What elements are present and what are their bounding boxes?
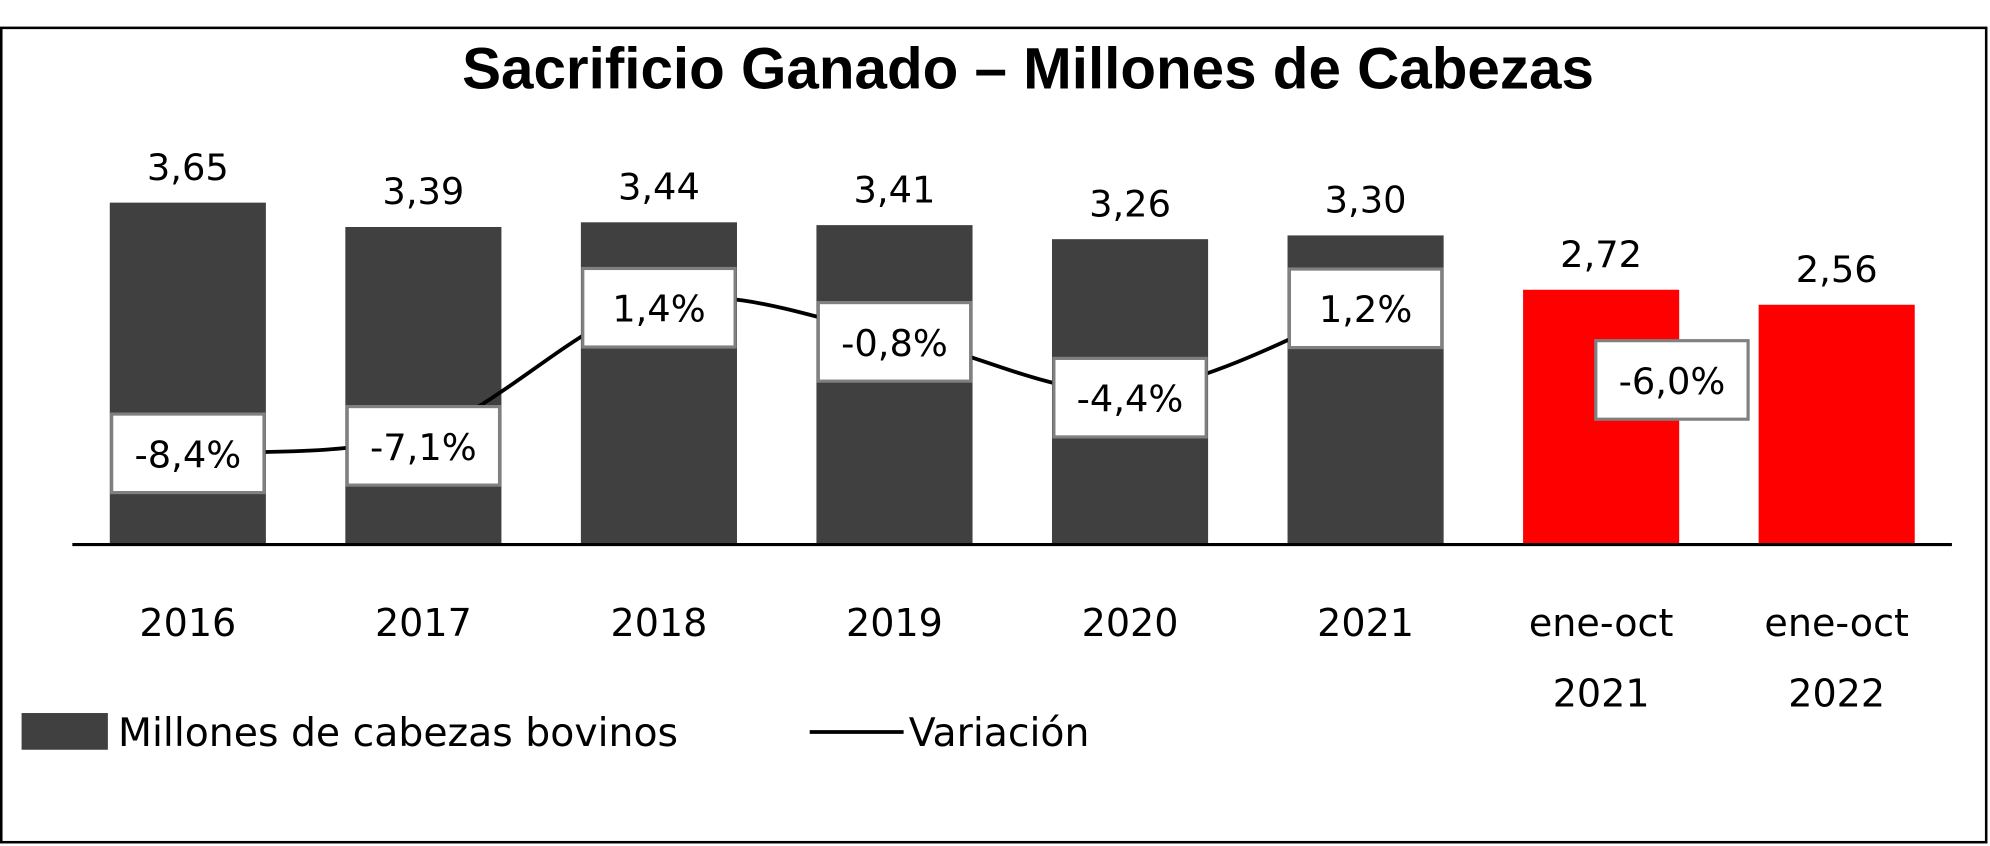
bar-value-label: 3,65 bbox=[147, 146, 229, 189]
variation-label-box bbox=[1052, 356, 1208, 439]
variation-label: -8,4% bbox=[134, 433, 241, 476]
variation-label-box bbox=[816, 301, 973, 383]
x-tick-label: 2019 bbox=[846, 601, 943, 645]
chart-title: Sacrificio Ganado – Millones de Cabezas bbox=[462, 37, 1594, 102]
x-tick-label: 2018 bbox=[611, 601, 708, 645]
bar bbox=[816, 225, 973, 545]
variation-label: -0,8% bbox=[841, 322, 948, 365]
legend-label-bars: Millones de cabezas bovinos bbox=[118, 711, 678, 756]
x-tick-label: 2021 bbox=[1553, 672, 1650, 716]
bar-value-label: 3,44 bbox=[618, 166, 700, 209]
x-tick-label: 2017 bbox=[375, 601, 472, 645]
legend-label-line: Variación bbox=[909, 711, 1090, 756]
variation-label-box bbox=[1287, 267, 1444, 350]
variation-label-box bbox=[110, 412, 266, 495]
x-tick-label: 2020 bbox=[1082, 601, 1179, 645]
variation-label-box bbox=[345, 405, 502, 487]
bar bbox=[345, 226, 502, 545]
bar-value-label: 3,26 bbox=[1089, 182, 1171, 225]
variation-label: 1,4% bbox=[612, 288, 705, 331]
variation-label-box bbox=[581, 266, 737, 349]
annotation-label-box bbox=[1594, 339, 1750, 421]
bar bbox=[1758, 304, 1915, 545]
bar-value-label: 2,56 bbox=[1796, 248, 1878, 291]
bar-value-label: 2,72 bbox=[1560, 233, 1642, 276]
variation-label: 1,2% bbox=[1319, 288, 1412, 331]
x-tick-label: ene-oct bbox=[1529, 601, 1674, 645]
legend: Millones de cabezas bovinos Variación bbox=[21, 711, 1090, 756]
x-tick-label: 2021 bbox=[1317, 601, 1414, 645]
bar-value-label: 3,30 bbox=[1325, 179, 1407, 222]
x-tick-label: 2022 bbox=[1788, 672, 1885, 716]
annotation-label: -6,0% bbox=[1619, 360, 1726, 403]
bar-value-label: 3,39 bbox=[382, 170, 464, 213]
variation-label: -7,1% bbox=[370, 426, 477, 469]
x-tick-label: 2016 bbox=[139, 601, 236, 645]
bar-value-label: 3,41 bbox=[854, 168, 936, 211]
x-tick-label: ene-oct bbox=[1764, 601, 1909, 645]
variation-label: -4,4% bbox=[1077, 378, 1184, 421]
legend-swatch-bars bbox=[21, 713, 108, 750]
